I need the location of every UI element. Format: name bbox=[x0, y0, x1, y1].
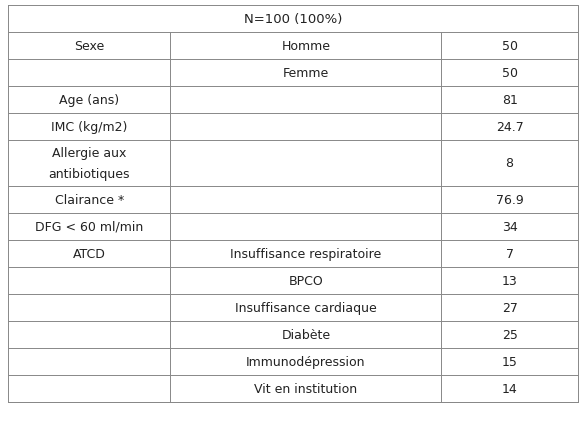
Text: 27: 27 bbox=[502, 301, 517, 314]
Text: 34: 34 bbox=[502, 221, 517, 233]
Text: 50: 50 bbox=[502, 67, 517, 80]
Text: BPCO: BPCO bbox=[288, 274, 323, 287]
Text: Femme: Femme bbox=[282, 67, 329, 80]
Text: N=100 (100%): N=100 (100%) bbox=[244, 13, 342, 26]
Text: 7: 7 bbox=[506, 248, 513, 260]
Text: 13: 13 bbox=[502, 274, 517, 287]
Text: Insuffisance respiratoire: Insuffisance respiratoire bbox=[230, 248, 381, 260]
Text: 25: 25 bbox=[502, 328, 517, 341]
Text: Diabète: Diabète bbox=[281, 328, 331, 341]
Text: Age (ans): Age (ans) bbox=[59, 94, 120, 107]
Text: DFG < 60 ml/min: DFG < 60 ml/min bbox=[35, 221, 144, 233]
Text: 76.9: 76.9 bbox=[496, 193, 523, 207]
Text: Vit en institution: Vit en institution bbox=[254, 382, 357, 395]
Text: 14: 14 bbox=[502, 382, 517, 395]
Text: ATCD: ATCD bbox=[73, 248, 105, 260]
Text: Insuffisance cardiaque: Insuffisance cardiaque bbox=[235, 301, 377, 314]
Text: Homme: Homme bbox=[281, 40, 331, 53]
Text: 24.7: 24.7 bbox=[496, 121, 523, 134]
Text: 81: 81 bbox=[502, 94, 517, 107]
Text: 50: 50 bbox=[502, 40, 517, 53]
Text: 8: 8 bbox=[506, 157, 513, 170]
Text: Immunodépression: Immunodépression bbox=[246, 355, 366, 368]
Text: 15: 15 bbox=[502, 355, 517, 368]
Text: Sexe: Sexe bbox=[74, 40, 104, 53]
Text: Clairance *: Clairance * bbox=[54, 193, 124, 207]
Text: Allergie aux
antibiotiques: Allergie aux antibiotiques bbox=[49, 147, 130, 181]
Text: IMC (kg/m2): IMC (kg/m2) bbox=[51, 121, 127, 134]
